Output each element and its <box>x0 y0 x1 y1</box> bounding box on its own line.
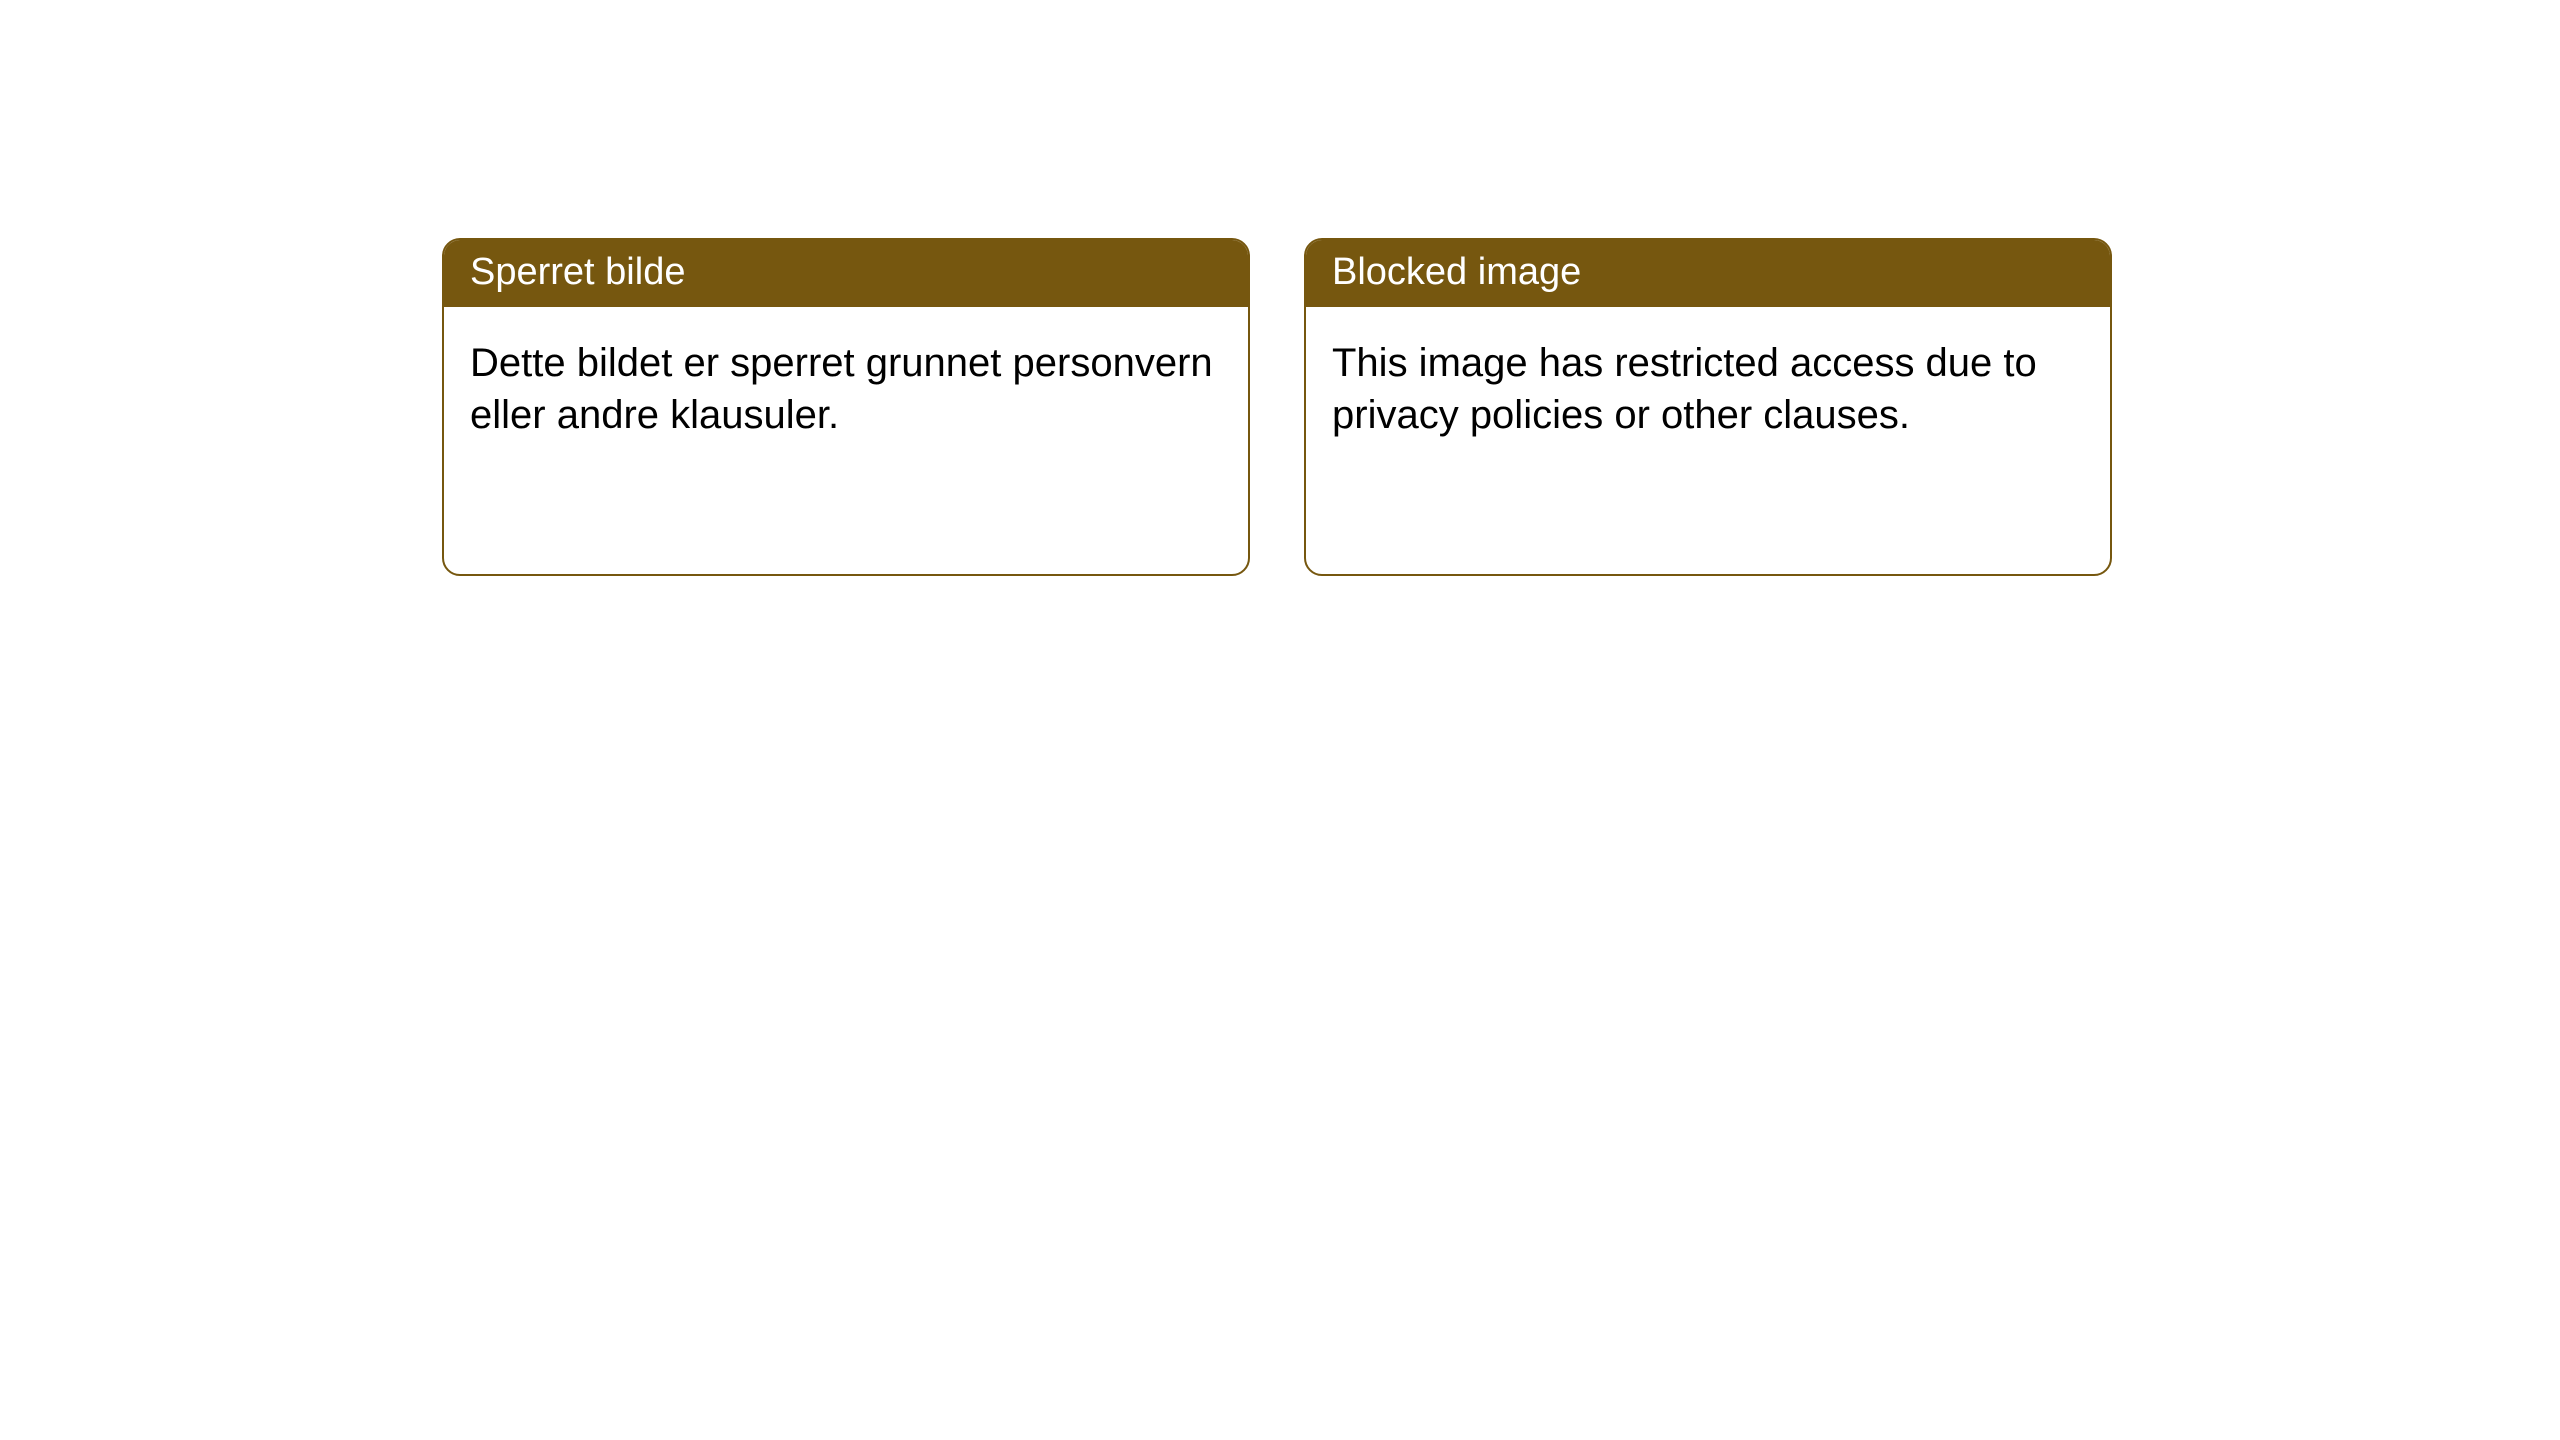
card-header-no: Sperret bilde <box>444 240 1248 307</box>
card-body-no: Dette bildet er sperret grunnet personve… <box>444 307 1248 471</box>
card-container: Sperret bilde Dette bildet er sperret gr… <box>0 0 2560 576</box>
blocked-image-card-en: Blocked image This image has restricted … <box>1304 238 2112 576</box>
card-header-en: Blocked image <box>1306 240 2110 307</box>
card-body-en: This image has restricted access due to … <box>1306 307 2110 471</box>
blocked-image-card-no: Sperret bilde Dette bildet er sperret gr… <box>442 238 1250 576</box>
